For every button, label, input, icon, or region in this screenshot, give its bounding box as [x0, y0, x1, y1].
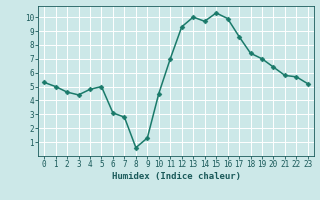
X-axis label: Humidex (Indice chaleur): Humidex (Indice chaleur) — [111, 172, 241, 181]
